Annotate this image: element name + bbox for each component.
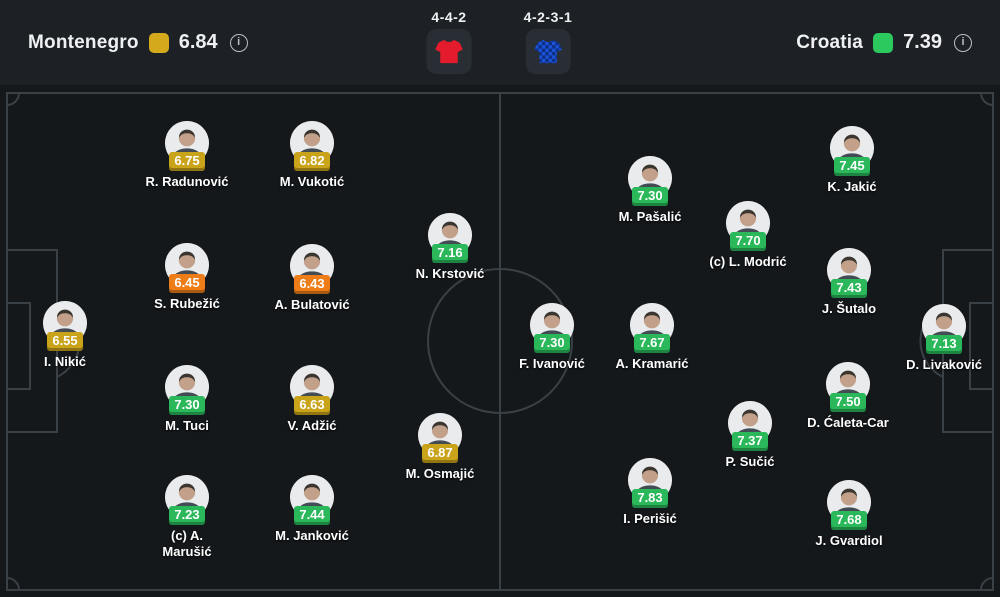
player-name: M. Janković [275, 528, 349, 543]
player[interactable]: 7.30 M. Tuci [137, 365, 237, 434]
player[interactable]: 6.75 R. Radunović [137, 121, 237, 190]
player[interactable]: 7.30 M. Pašalić [600, 156, 700, 225]
player-rating-badge: 7.45 [834, 157, 870, 176]
player-name: M. Vukotić [279, 174, 345, 189]
player-rating-badge: 6.43 [294, 275, 330, 294]
player-rating-badge: 7.68 [831, 511, 867, 530]
player-name: M. Osmajić [405, 466, 475, 481]
player-rating-badge: 7.30 [534, 334, 570, 353]
player-name: A. Bulatović [274, 297, 350, 312]
away-team-block: Croatia 7.39 i [796, 0, 972, 85]
away-rating-chip [873, 32, 894, 53]
red-jersey-icon [426, 29, 472, 74]
player[interactable]: 6.82 M. Vukotić [262, 121, 362, 190]
player[interactable]: 7.23 (c) A. Marušić [137, 475, 237, 561]
player-rating-badge: 7.30 [632, 187, 668, 206]
player-name: D. Livaković [906, 357, 982, 372]
player-rating-badge: 7.83 [632, 489, 668, 508]
player[interactable]: 7.16 N. Krstović [400, 213, 500, 282]
player-name: F. Ivanović [519, 356, 585, 371]
player[interactable]: 6.55 I. Nikić [15, 301, 115, 370]
player-name: V. Adžić [287, 418, 337, 433]
player-name: I. Perišić [623, 511, 677, 526]
player-name: P. Sučić [725, 454, 775, 469]
home-team-rating: 6.84 [178, 31, 218, 53]
player[interactable]: 7.67 A. Kramarić [602, 303, 702, 372]
player[interactable]: 6.43 A. Bulatović [262, 244, 362, 313]
player-rating-badge: 7.67 [634, 334, 670, 353]
player-rating-badge: 6.55 [47, 332, 83, 351]
player-rating-badge: 6.63 [294, 396, 330, 415]
player-rating-badge: 7.23 [169, 506, 205, 525]
home-team-name: Montenegro [28, 31, 139, 53]
player-rating-badge: 7.50 [830, 393, 866, 412]
player-rating-badge: 7.44 [294, 506, 330, 525]
player-rating-badge: 7.13 [926, 335, 962, 354]
player-rating-badge: 7.16 [432, 244, 468, 263]
info-icon[interactable]: i [229, 33, 248, 52]
player[interactable]: 6.45 S. Rubežić [137, 243, 237, 312]
player-rating-badge: 7.37 [732, 432, 768, 451]
away-team-rating: 7.39 [903, 31, 942, 53]
player-rating-badge: 7.70 [730, 232, 766, 251]
player[interactable]: 7.44 M. Janković [262, 475, 362, 544]
away-formation-block: 4-2-3-1 [524, 9, 573, 74]
player[interactable]: 7.37 P. Sučić [700, 401, 800, 470]
player-rating-badge: 7.30 [169, 396, 205, 415]
lineup-header: Montenegro 6.84 i 4-4-2 4-2-3-1 [0, 0, 1000, 85]
player-name: I. Nikić [44, 354, 86, 369]
player[interactable]: 7.50 D. Ćaleta-Car [798, 362, 898, 431]
player[interactable]: 7.70 (c) L. Modrić [698, 201, 798, 270]
player-rating-badge: 6.45 [169, 274, 205, 293]
away-team-name: Croatia [796, 31, 864, 53]
player[interactable]: 7.43 J. Šutalo [799, 248, 899, 317]
player-name: S. Rubežić [154, 296, 220, 311]
player-name: (c) L. Modrić [709, 254, 787, 269]
player-name: M. Tuci [165, 418, 209, 433]
home-team-block: Montenegro 6.84 i [28, 0, 248, 85]
home-rating-chip [148, 32, 169, 53]
player-rating-badge: 7.43 [831, 279, 867, 298]
home-formation-block: 4-4-2 [426, 9, 472, 74]
player-name: K. Jakić [827, 179, 877, 194]
player-name: J. Šutalo [821, 301, 877, 316]
player-name: N. Krstović [415, 266, 485, 281]
info-icon[interactable]: i [954, 33, 972, 52]
player[interactable]: 6.63 V. Adžić [262, 365, 362, 434]
player-rating-badge: 6.75 [169, 152, 205, 171]
player-name: M. Pašalić [618, 209, 682, 224]
player[interactable]: 7.45 K. Jakić [802, 126, 902, 195]
player[interactable]: 7.83 I. Perišić [600, 458, 700, 527]
player-name: A. Kramarić [615, 356, 689, 371]
home-formation-label: 4-4-2 [431, 9, 467, 25]
player-name: R. Radunović [145, 174, 229, 189]
player[interactable]: 7.13 D. Livaković [894, 304, 994, 373]
away-formation-label: 4-2-3-1 [523, 9, 573, 25]
player-name: J. Gvardiol [815, 533, 883, 548]
player-rating-badge: 6.82 [294, 152, 330, 171]
player[interactable]: 7.30 F. Ivanović [502, 303, 602, 372]
player[interactable]: 6.87 M. Osmajić [390, 413, 490, 482]
player[interactable]: 7.68 J. Gvardiol [799, 480, 899, 549]
blue-checkered-jersey-icon [525, 29, 571, 74]
player-name: D. Ćaleta-Car [807, 415, 889, 430]
player-name: (c) A. Marušić [162, 528, 212, 560]
player-rating-badge: 6.87 [422, 444, 458, 463]
